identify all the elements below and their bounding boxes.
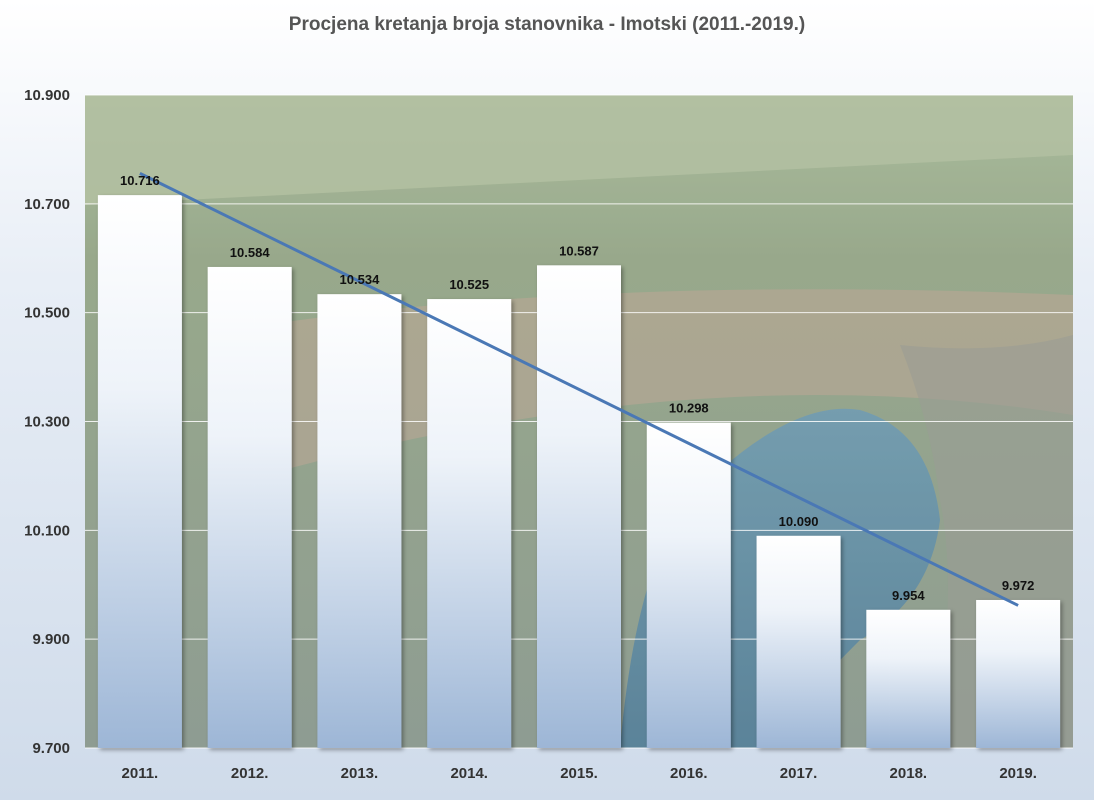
data-labels: 10.716 10.584 10.534 10.525 10.587 10.298 10.0… — [120, 173, 1034, 603]
x-tick-label: 2014. — [450, 765, 488, 782]
bar — [646, 422, 731, 748]
data-label: 10.090 — [779, 514, 819, 529]
y-tick-label: 10.100 — [24, 522, 70, 539]
x-tick-label: 2012. — [231, 765, 269, 782]
trendline-line — [139, 172, 1019, 607]
data-label: 10.587 — [559, 243, 599, 258]
bar — [756, 535, 841, 748]
y-axis: 9.700 9.900 10.100 10.300 10.500 10.700 10.900 — [24, 87, 70, 757]
data-label: 10.298 — [669, 401, 709, 416]
y-tick-label: 10.900 — [24, 87, 70, 104]
data-label: 9.954 — [892, 588, 925, 603]
bar — [866, 609, 951, 748]
data-label: 10.525 — [449, 277, 489, 292]
x-tick-label: 2015. — [560, 765, 598, 782]
x-axis: 2011. 2012. 2013. 2014. 2015. 2016. 2017. 2018.… — [122, 765, 1037, 782]
x-tick-label: 2018. — [890, 765, 928, 782]
bar — [427, 299, 512, 748]
x-tick-label: 2013. — [341, 765, 379, 782]
bar — [97, 195, 182, 749]
y-tick-label: 10.700 — [24, 196, 70, 213]
y-tick-label: 9.900 — [32, 631, 70, 648]
data-label: 9.972 — [1002, 578, 1035, 593]
bar — [317, 294, 402, 748]
x-tick-label: 2016. — [670, 765, 708, 782]
data-label: 10.584 — [230, 245, 271, 260]
photo-fields — [85, 95, 1073, 205]
data-label: 10.534 — [340, 272, 381, 287]
trendline — [139, 172, 1019, 607]
bar — [976, 599, 1061, 748]
y-tick-label: 10.300 — [24, 414, 70, 431]
bar — [537, 265, 621, 748]
bars — [97, 195, 1061, 749]
x-tick-label: 2017. — [780, 765, 818, 782]
x-tick-label: 2011. — [122, 765, 159, 782]
y-tick-label: 9.700 — [32, 740, 70, 757]
x-tick-label: 2019. — [999, 765, 1037, 782]
data-label: 10.716 — [120, 173, 160, 188]
y-tick-label: 10.500 — [24, 305, 70, 322]
bar — [207, 266, 292, 748]
chart-title: Procjena kretanja broja stanovnika - Imo… — [288, 14, 806, 35]
